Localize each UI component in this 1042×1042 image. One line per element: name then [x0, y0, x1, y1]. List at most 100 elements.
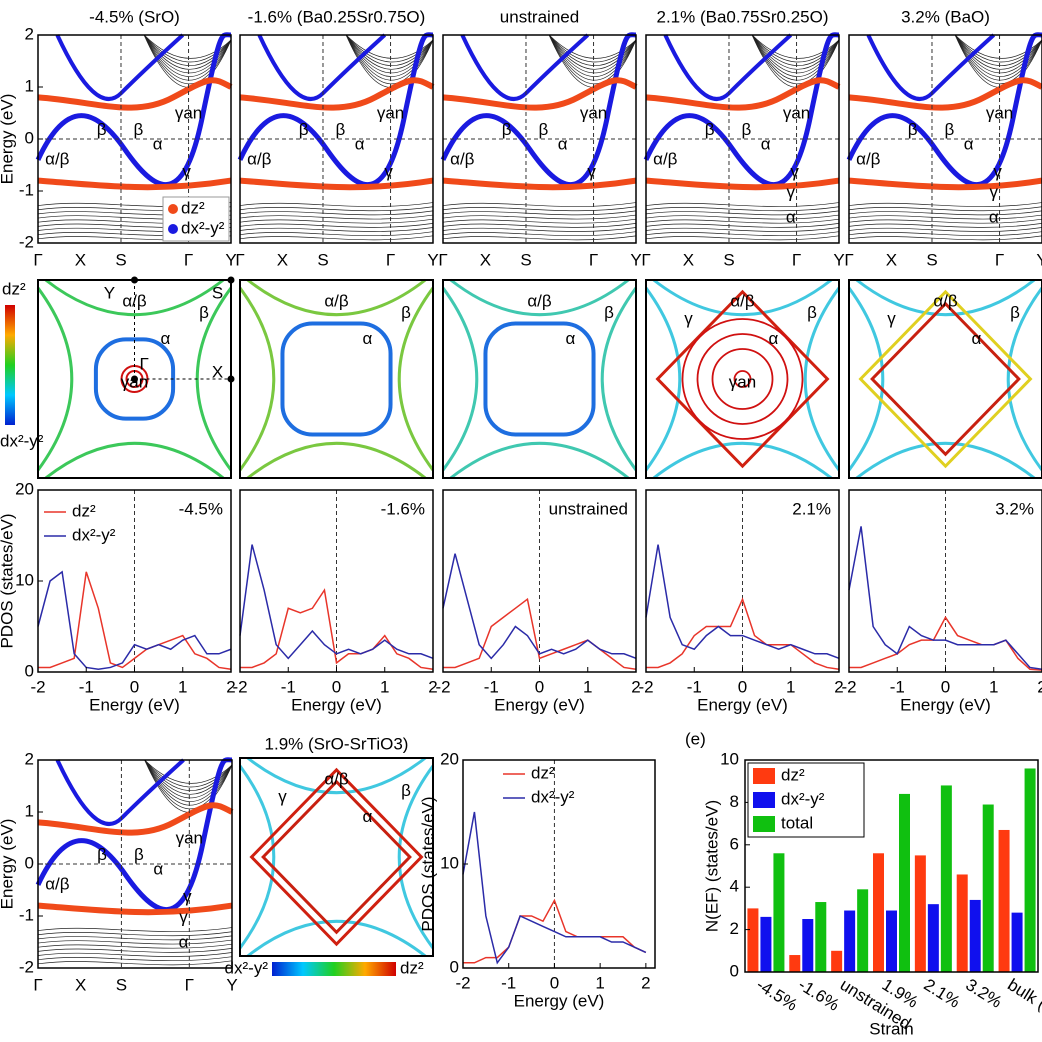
band-line	[848, 235, 1042, 241]
fermi-annotation: Γ	[139, 355, 148, 374]
band-line	[442, 227, 637, 232]
band-line	[645, 235, 840, 241]
band-annotation: β	[741, 120, 751, 139]
legend-label: dx²-y²	[181, 218, 225, 237]
band-line-red	[37, 177, 232, 191]
bar	[802, 919, 814, 972]
k-point-label: Γ	[33, 250, 42, 269]
legend-label: total	[781, 813, 813, 832]
band-annotation: α	[179, 933, 189, 952]
x-tick-label: -1	[484, 677, 499, 696]
band-annotation: γan	[377, 104, 404, 123]
y-tick-label: 10	[440, 853, 459, 872]
band-line-blue	[257, 33, 387, 101]
bar	[998, 829, 1010, 972]
bar	[831, 950, 843, 972]
fermi-annotation: β	[604, 303, 614, 322]
x-tick-label: 1	[989, 677, 998, 696]
k-point-label: X	[75, 250, 86, 269]
x-tick-label: -2	[435, 677, 450, 696]
band-line	[442, 206, 637, 212]
band-line	[848, 223, 1042, 228]
y-tick-label: -2	[19, 957, 34, 976]
y-tick-label: 4	[730, 877, 739, 896]
bz-point	[131, 375, 138, 383]
band-line	[144, 759, 233, 788]
frame	[239, 757, 434, 957]
x-tick-label: 0	[550, 973, 559, 992]
fermi-sheet	[246, 756, 427, 794]
x-tick-label: 2	[428, 677, 437, 696]
bar	[1024, 768, 1036, 972]
band-line	[239, 202, 434, 207]
k-point-label: Y	[1036, 250, 1042, 269]
band-annotation: γ	[990, 183, 999, 202]
x-tick-label: 0	[941, 677, 950, 696]
band-line	[848, 218, 1042, 224]
band-line-red	[848, 77, 1042, 111]
band-line	[345, 34, 434, 63]
band-line	[442, 231, 637, 237]
band-line-red	[239, 177, 434, 191]
fermi-sheet	[44, 278, 225, 316]
colorbar	[5, 305, 15, 425]
band-line	[548, 34, 637, 63]
fermi-sheet	[397, 287, 435, 471]
fermi-annotation: γan	[121, 372, 148, 391]
x-tick-label: 1	[786, 677, 795, 696]
fermi-sheet	[858, 289, 1033, 469]
band-line	[954, 34, 1042, 77]
x-tick-label: -2	[841, 677, 856, 696]
k-point-label: Y	[226, 975, 237, 994]
bar	[815, 902, 827, 972]
y-tick-label: 0	[450, 957, 459, 976]
y-tick-label: 0	[730, 961, 739, 980]
fermi-sheet	[36, 287, 74, 471]
legend-label: dz²	[181, 198, 205, 217]
band-annotation: α/β	[247, 149, 272, 168]
k-point-label: S	[520, 250, 531, 269]
x-tick-label: -2	[232, 677, 247, 696]
band-annotation: γ	[183, 887, 192, 906]
fermi-annotation: γan	[729, 372, 756, 391]
fermi-annotation: S	[212, 283, 223, 302]
band-line	[239, 218, 434, 224]
band-line-red	[442, 77, 638, 111]
band-line	[751, 34, 840, 85]
band-annotation: γan	[580, 104, 607, 123]
x-axis-label: Energy (eV)	[697, 695, 788, 714]
y-tick-label: 8	[730, 792, 739, 811]
band-annotation: α	[153, 860, 163, 879]
fermi-annotation: γ	[887, 309, 896, 328]
fermi-annotation: α/β	[730, 291, 755, 310]
band-panel	[440, 32, 638, 244]
band-panel	[35, 757, 234, 969]
fermi-annotation: X	[212, 363, 223, 382]
x-tick-label: 2.1%	[920, 975, 963, 1012]
panel-label: (e)	[685, 729, 706, 748]
k-point-label: Γ	[438, 250, 447, 269]
y-tick-label: 1	[25, 801, 34, 820]
fermi-sheet	[238, 765, 276, 949]
fermi-sheet	[238, 287, 276, 471]
bar	[982, 804, 994, 972]
k-point-label: S	[317, 250, 328, 269]
fermi-sheet	[733, 370, 752, 388]
fermi-sheet	[855, 442, 1036, 480]
fermi-annotation: Y	[104, 283, 115, 302]
band-annotation: β	[133, 120, 143, 139]
legend-marker	[168, 224, 178, 234]
pdos-line	[848, 526, 1042, 671]
legend-swatch	[753, 768, 775, 784]
band-line	[848, 206, 1042, 212]
k-point-label: Γ	[641, 250, 650, 269]
band-annotation: β	[134, 845, 144, 864]
frame	[442, 279, 637, 479]
k-point-label: X	[75, 975, 86, 994]
x-tick-label: 0	[130, 677, 139, 696]
fermi-annotation: α	[768, 329, 778, 348]
legend-marker	[168, 204, 178, 214]
band-line	[751, 34, 840, 63]
x-tick-label: 1	[595, 973, 604, 992]
